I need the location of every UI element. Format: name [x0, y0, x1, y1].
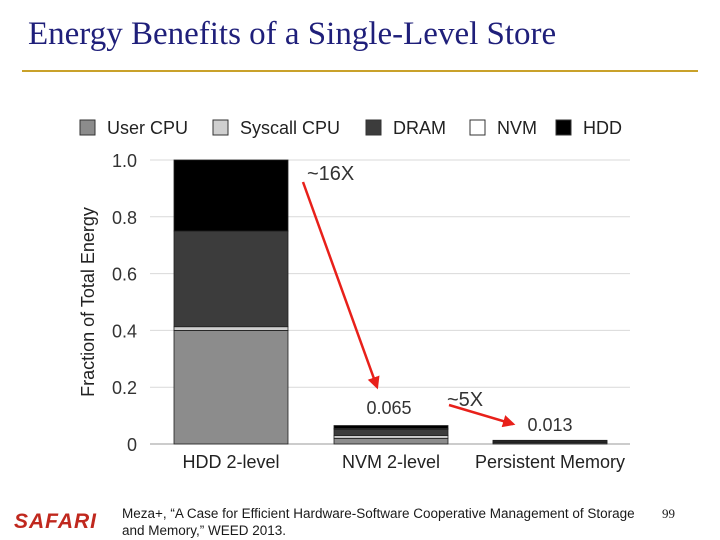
bar-segment [173, 159, 289, 232]
bar-segment [333, 437, 449, 445]
y-tick-label: 0.2 [112, 378, 137, 398]
x-tick-label: Persistent Memory [475, 452, 625, 472]
y-tick-label: 0 [127, 435, 137, 455]
bar-segment [173, 230, 289, 328]
title-divider [22, 70, 698, 72]
legend-label: HDD [583, 118, 622, 138]
legend-label: Syscall CPU [240, 118, 340, 138]
stacked-bar-chart: 0 0.2 0.4 0.6 0.8 1.0 Fraction of Total Energy… [78, 118, 630, 472]
bar-segment [333, 428, 449, 436]
legend-swatch [212, 119, 229, 136]
legend-swatch [469, 119, 486, 136]
bar-segment [173, 329, 289, 445]
footer-reference: Meza+, “A Case for Efficient Hardware-So… [122, 506, 635, 538]
y-tick-label: 0.8 [112, 208, 137, 228]
bar-segment [492, 439, 608, 442]
bar-segment [173, 326, 289, 331]
data-label: 0.013 [527, 415, 572, 435]
y-tick-label: 1.0 [112, 151, 137, 171]
annotation-arrow [448, 403, 516, 428]
slide-title: Energy Benefits of a Single-Level Store [28, 16, 557, 52]
annotation-label: ~5X [447, 389, 483, 411]
legend-label: NVM [497, 118, 537, 138]
data-label: 0.065 [366, 398, 411, 418]
bar-segment [333, 435, 449, 439]
page-number: 99 [662, 506, 675, 521]
legend-label: DRAM [393, 118, 446, 138]
legend-swatch [365, 119, 382, 136]
legend-label: User CPU [107, 118, 188, 138]
legend-swatch [79, 119, 96, 136]
bar-segment [333, 425, 449, 429]
annotation-label: ~16X [307, 163, 354, 185]
legend-swatch [555, 119, 572, 136]
y-tick-label: 0.4 [112, 321, 137, 341]
y-tick-label: 0.6 [112, 265, 137, 285]
x-tick-label: NVM 2-level [342, 452, 440, 472]
annotation-arrow [301, 181, 380, 390]
y-axis-label: Fraction of Total Energy [78, 207, 98, 397]
safari-logo: SAFARI [14, 510, 98, 533]
x-tick-label: HDD 2-level [182, 452, 279, 472]
